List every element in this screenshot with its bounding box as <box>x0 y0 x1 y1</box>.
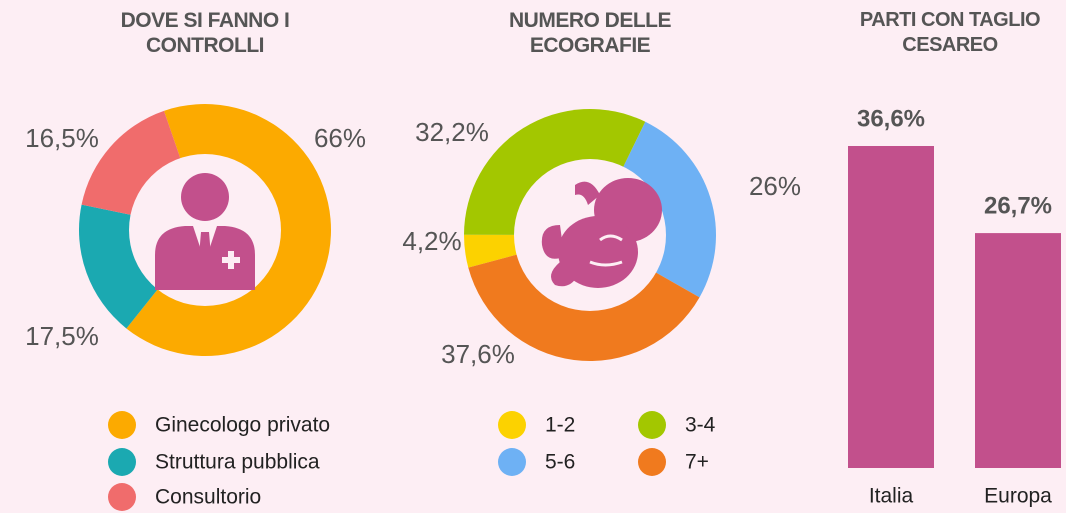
value-label: 66% <box>314 123 366 153</box>
legend-swatch <box>638 448 666 476</box>
value-label: 26% <box>749 171 801 201</box>
legend-swatch <box>108 483 136 511</box>
value-label: 17,5% <box>25 321 99 351</box>
legend-label: Ginecologo privato <box>155 414 330 437</box>
legend-label: 5-6 <box>545 451 575 474</box>
x-tick-label: Italia <box>869 485 914 508</box>
legend-label: 3-4 <box>685 414 716 437</box>
value-label: 16,5% <box>25 123 99 153</box>
value-label: 37,6% <box>441 339 515 369</box>
x-tick-label: Europa <box>984 485 1052 508</box>
chart-title: PARTI CON TAGLIO CESAREO <box>859 9 1041 56</box>
legend-swatch <box>498 448 526 476</box>
fetus-icon <box>541 178 662 288</box>
legend-label: 1-2 <box>545 414 575 437</box>
value-label: 36,6% <box>857 105 925 132</box>
legend-swatch <box>108 448 136 476</box>
bar <box>975 233 1061 468</box>
chart-title: NUMERO DELLE ECOGRAFIE <box>509 9 672 57</box>
value-label: 4,2% <box>402 226 461 256</box>
legend-swatch <box>638 411 666 439</box>
bar <box>848 146 934 468</box>
legend-label: 7+ <box>685 451 709 474</box>
value-label: 26,7% <box>984 192 1052 219</box>
value-label: 32,2% <box>415 117 489 147</box>
legend-swatch <box>498 411 526 439</box>
chart-title: DOVE SI FANNO I CONTROLLI <box>120 9 290 57</box>
legend-label: Struttura pubblica <box>155 451 320 474</box>
legend-label: Consultorio <box>155 486 261 509</box>
doctor-icon <box>155 173 255 290</box>
legend-swatch <box>108 411 136 439</box>
